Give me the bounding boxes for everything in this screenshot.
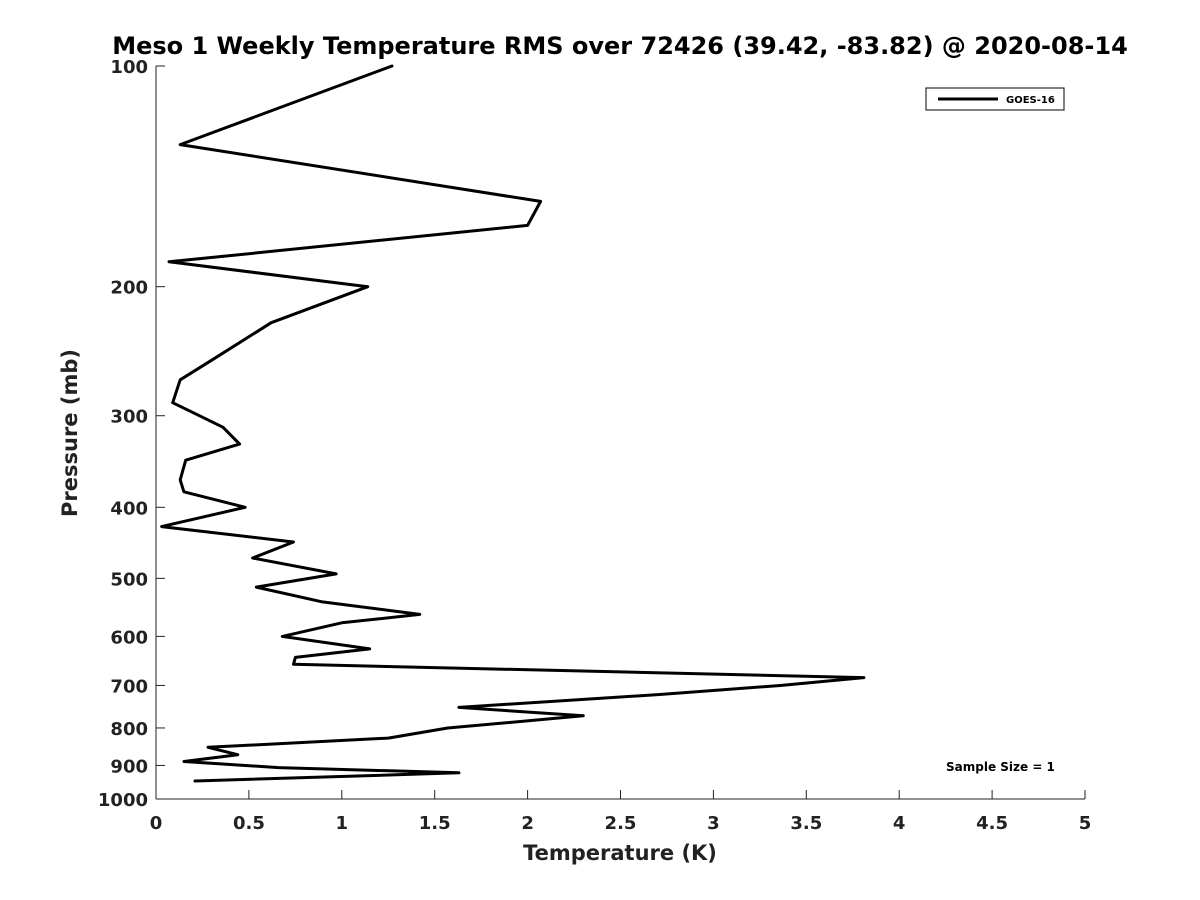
sample-size-annotation: Sample Size = 1 (946, 760, 1055, 774)
x-tick-label: 5 (1079, 813, 1092, 834)
x-tick-label: 1.5 (419, 813, 451, 834)
y-tick-label: 800 (110, 719, 148, 740)
x-tick-label: 0 (150, 813, 163, 834)
legend-label-goes-16: GOES-16 (1006, 95, 1055, 106)
legend: GOES-16 (925, 87, 1065, 111)
y-tick-label: 200 (110, 278, 148, 299)
x-axis-label: Temperature (K) (523, 841, 717, 865)
y-tick-label: 600 (110, 627, 148, 648)
y-tick-label: 300 (110, 407, 148, 428)
x-tick-label: 1 (336, 813, 349, 834)
x-tick-label: 2 (521, 813, 534, 834)
y-tick-label: 500 (110, 569, 148, 590)
series-layer (160, 64, 866, 783)
y-tick-label: 100 (110, 57, 148, 78)
x-tick-label: 3.5 (790, 813, 822, 834)
y-axis-label: Pressure (mb) (58, 349, 82, 517)
x-tick-label: 3 (707, 813, 720, 834)
chart-title: Meso 1 Weekly Temperature RMS over 72426… (112, 32, 1128, 60)
y-tick-label: 400 (110, 498, 148, 519)
plot-area: 0 0.5 1 1.5 2 2.5 3 3.5 4 4.5 5 100 200 300 400 500 600… (98, 57, 1091, 834)
y-axis-ticks: 100 200 300 400 500 600 700 800 900 1000 (98, 57, 165, 811)
y-tick-label: 900 (110, 756, 148, 777)
x-tick-label: 0.5 (233, 813, 265, 834)
x-axis-ticks: 0 0.5 1 1.5 2 2.5 3 3.5 4 4.5 5 (150, 790, 1092, 834)
y-tick-label: 700 (110, 676, 148, 697)
series-line-goes-16 (160, 64, 866, 783)
x-tick-label: 4.5 (976, 813, 1008, 834)
x-tick-label: 2.5 (605, 813, 637, 834)
x-tick-label: 4 (893, 813, 906, 834)
y-tick-label: 1000 (98, 790, 148, 811)
